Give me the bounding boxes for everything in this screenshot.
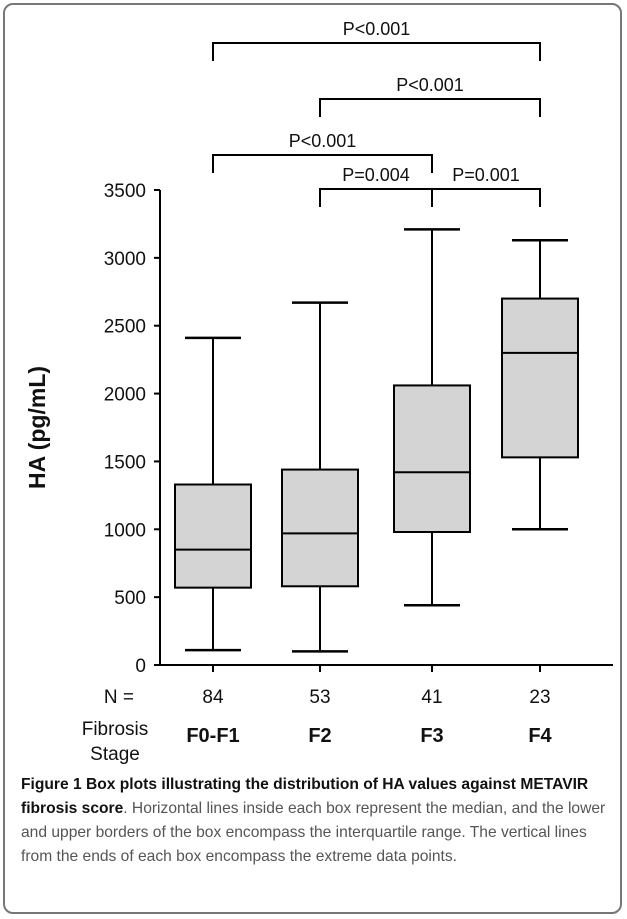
significance-label: P=0.004 [342, 165, 410, 185]
y-tick-label: 2000 [104, 385, 146, 406]
figure-caption: Figure 1 Box plots illustrating the dist… [21, 773, 619, 869]
category-label: F3 [420, 725, 443, 747]
iqr-box [501, 297, 579, 459]
significance-label: P<0.001 [289, 131, 357, 151]
category-label: F2 [308, 725, 331, 747]
stage-label-line1: Fibrosis [82, 719, 149, 740]
y-axis-title: HA (pg/mL) [24, 366, 50, 489]
significance-bracket [319, 98, 541, 117]
significance-label: P<0.001 [343, 19, 411, 39]
significance-bracket [212, 42, 541, 61]
n-value: 23 [529, 687, 550, 708]
n-value: 53 [309, 687, 330, 708]
caption-title: Figure 1 Box plots illustrating the dist… [21, 776, 589, 817]
n-value: 84 [202, 687, 224, 708]
box-plot-chart: 0 500 1000 1500 2000 2500 3000 3500 HA (pg/mL) N … [24, 19, 613, 765]
iqr-box [281, 468, 359, 588]
figure-frame: 0 500 1000 1500 2000 2500 3000 3500 HA (pg/mL) N … [3, 3, 622, 914]
y-tick-label: 3000 [104, 249, 146, 270]
y-tick-label: 0 [135, 656, 146, 677]
n-value: 41 [421, 687, 442, 708]
caption-body: . Horizontal lines inside each box repre… [21, 800, 606, 865]
significance-label: P<0.001 [396, 75, 464, 95]
y-tick-label: 3500 [104, 181, 146, 202]
y-tick-label: 1500 [104, 452, 146, 473]
y-tick-label: 500 [114, 588, 146, 609]
significance-bracket [212, 154, 433, 173]
significance-label: P=0.001 [452, 165, 520, 185]
category-label: F4 [528, 725, 552, 747]
category-label: F0-F1 [186, 725, 239, 747]
n-row-label: N = [104, 687, 134, 708]
y-tick-label: 2500 [104, 317, 146, 338]
y-tick-label: 1000 [104, 520, 146, 541]
significance-bracket [431, 188, 541, 207]
iqr-box [174, 483, 252, 589]
significance-bracket [319, 188, 433, 207]
stage-label-line2: Stage [90, 744, 140, 765]
iqr-box [393, 384, 471, 533]
